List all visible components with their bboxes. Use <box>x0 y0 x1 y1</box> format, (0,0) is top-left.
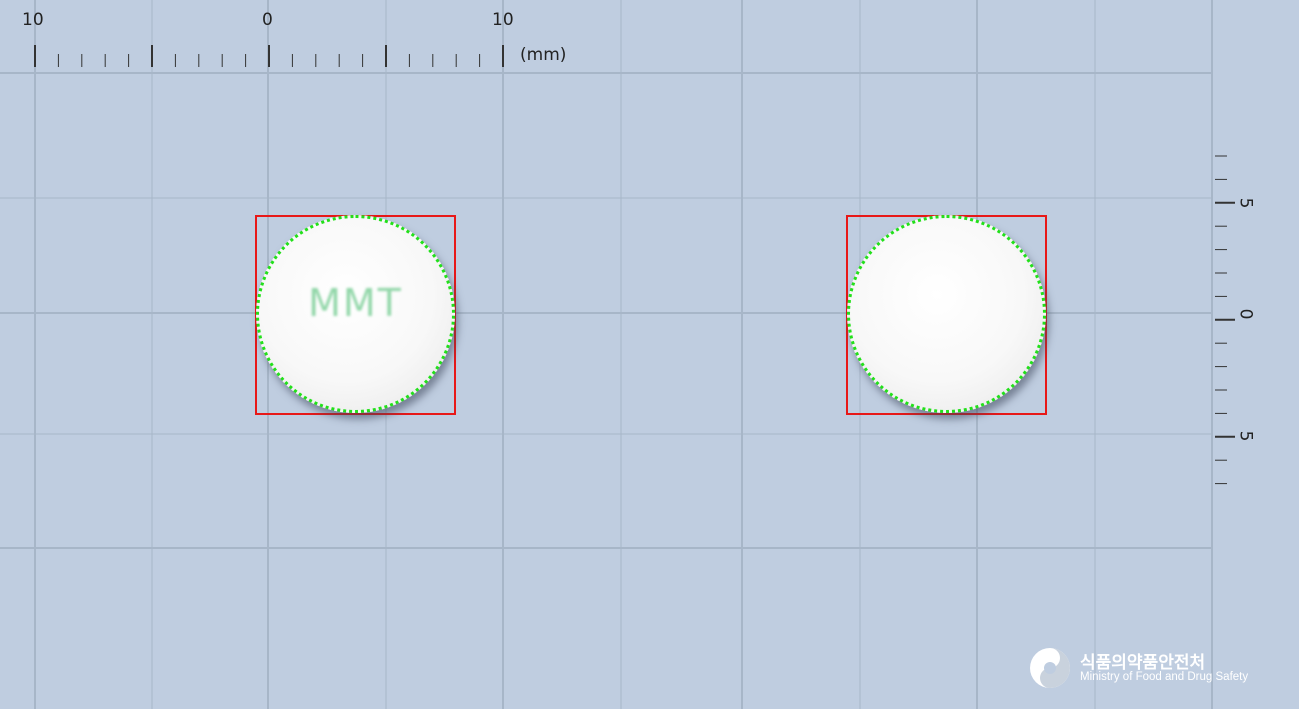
pill-front-imprint: MMT <box>308 281 403 325</box>
top-ruler-label-right: 10 <box>492 10 514 30</box>
side-ruler-label-bottom: 5 <box>1235 430 1256 442</box>
side-ruler-ticks <box>1215 155 1235 485</box>
mfds-emblem-icon <box>1030 648 1070 688</box>
top-ruler-label-left: 10 <box>22 10 44 30</box>
mfds-logo-english: Ministry of Food and Drug Safety <box>1080 671 1249 683</box>
top-ruler-unit: (mm) <box>520 45 567 65</box>
pill-front: MMT <box>256 215 455 413</box>
side-ruler-label-center: 0 <box>1235 308 1256 320</box>
pill-back <box>847 215 1046 413</box>
top-ruler-label-center: 0 <box>262 10 273 30</box>
mfds-logo: 식품의약품안전처 Ministry of Food and Drug Safet… <box>1028 646 1278 690</box>
top-ruler-ticks <box>34 45 504 67</box>
mfds-logo-korean: 식품의약품안전처 <box>1080 653 1206 673</box>
side-ruler-label-top: 5 <box>1235 197 1256 209</box>
